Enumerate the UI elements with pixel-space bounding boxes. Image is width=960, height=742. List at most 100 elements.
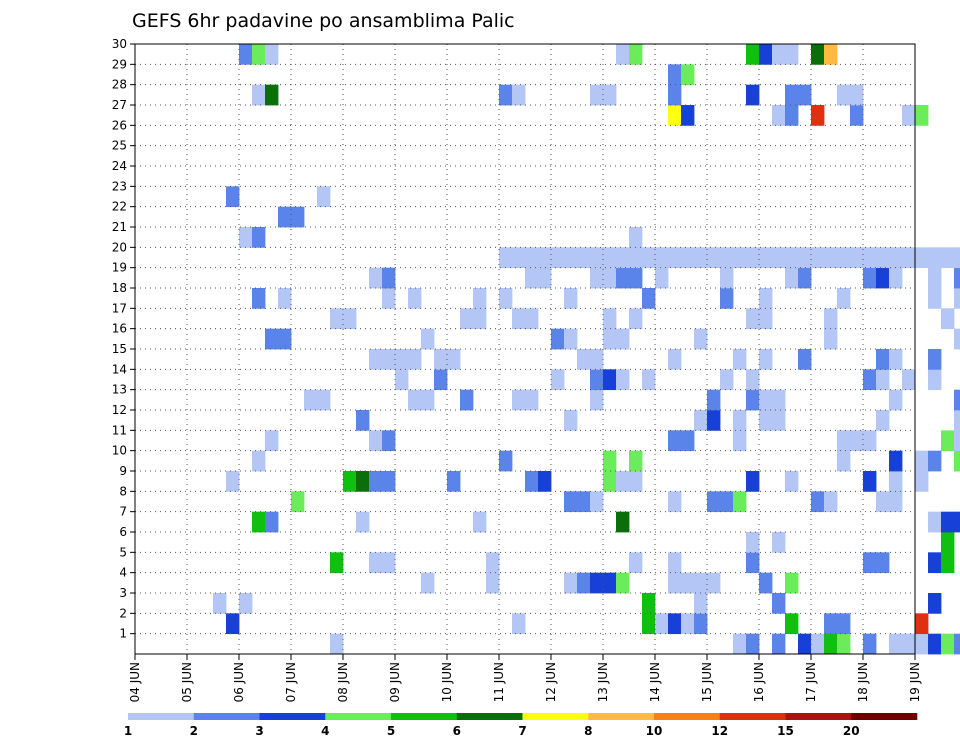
heatmap-cell	[681, 572, 695, 594]
heatmap-cell	[590, 84, 604, 106]
heatmap-cell	[499, 84, 513, 106]
y-tick-label: 8	[119, 484, 127, 498]
heatmap-cell	[811, 633, 825, 655]
heatmap-cell	[707, 491, 721, 513]
heatmap-cell	[915, 613, 929, 635]
x-tick-label: 19 JUN	[908, 662, 922, 702]
heatmap-cell	[772, 247, 786, 269]
heatmap-cell	[941, 511, 955, 533]
legend-swatch	[325, 713, 392, 720]
heatmap-cell	[876, 491, 890, 513]
heatmap-cell	[629, 247, 643, 269]
heatmap-cell	[694, 328, 708, 350]
heatmap-cell	[655, 613, 669, 635]
heatmap-cell	[226, 613, 240, 635]
heatmap-cell	[954, 450, 960, 472]
heatmap-cell	[330, 633, 344, 655]
legend-swatch	[259, 713, 326, 720]
x-tick-label: 06 JUN	[232, 662, 246, 702]
heatmap-cell	[668, 64, 682, 86]
heatmap-cell	[564, 410, 578, 431]
heatmap-cell	[889, 450, 903, 472]
heatmap-cell	[746, 471, 760, 492]
heatmap-cell	[538, 471, 552, 492]
heatmap-cell	[954, 247, 960, 269]
heatmap-cell	[512, 389, 526, 411]
heatmap-cell	[902, 369, 916, 391]
y-tick-label: 29	[112, 57, 127, 71]
heatmap-cell	[265, 430, 279, 452]
y-axis: 1234567891011121314151617181920212223242…	[112, 37, 135, 641]
heatmap-cell	[746, 369, 760, 391]
heatmap-cell	[278, 288, 292, 309]
heatmap-cell	[551, 369, 565, 391]
y-tick-label: 1	[119, 627, 127, 641]
heatmap-cell	[616, 44, 630, 65]
heatmap-cell	[720, 369, 734, 391]
heatmap-cell	[668, 105, 682, 126]
y-tick-label: 7	[119, 505, 127, 519]
heatmap-cell	[343, 308, 357, 330]
heatmap-cell	[720, 288, 734, 309]
heatmap-cell	[746, 308, 760, 330]
legend-swatch	[193, 713, 260, 720]
heatmap-cell	[941, 532, 955, 553]
heatmap-cell	[811, 44, 825, 65]
heatmap-cell	[837, 288, 851, 309]
heatmap-cell	[876, 247, 890, 269]
heatmap-cell	[837, 633, 851, 655]
heatmap-cell	[954, 389, 960, 411]
heatmap-cell	[629, 471, 643, 492]
y-tick-label: 16	[112, 322, 127, 336]
heatmap-cell	[681, 613, 695, 635]
heatmap-cell	[941, 430, 955, 452]
y-tick-label: 24	[112, 159, 127, 173]
y-tick-label: 19	[112, 261, 127, 275]
x-axis: 04 JUN 05 JUN 06 JUN 07 JUN 08 JUN 09 JUN 10 J…	[128, 654, 922, 702]
heatmap-cell	[759, 572, 773, 594]
heatmap-cell	[317, 389, 331, 411]
heatmap-cell	[876, 552, 890, 574]
heatmap-cell	[252, 227, 266, 248]
heatmap-cell	[681, 430, 695, 452]
heatmap-cell	[564, 328, 578, 350]
heatmap-cell	[798, 84, 812, 106]
heatmap-cell	[694, 410, 708, 431]
heatmap-cell	[512, 308, 526, 330]
heatmap-cell	[863, 430, 877, 452]
x-tick-label: 17 JUN	[804, 662, 818, 702]
heatmap-cell	[590, 491, 604, 513]
heatmap-cell	[733, 491, 747, 513]
heatmap-cell	[785, 267, 799, 289]
y-tick-label: 5	[119, 545, 127, 559]
heatmap-cell	[746, 44, 760, 65]
heatmap-cell	[707, 247, 721, 269]
heatmap-cell	[928, 349, 942, 370]
legend-label: 6	[453, 724, 461, 738]
heatmap-cell	[629, 552, 643, 574]
heatmap-cell	[265, 44, 279, 65]
heatmap-cell	[759, 410, 773, 431]
chart-title: GEFS 6hr padavine po ansamblima Palic	[132, 10, 515, 32]
heatmap-cell	[564, 491, 578, 513]
heatmap-cell	[616, 247, 630, 269]
legend-label: 12	[711, 724, 728, 738]
heatmap-cell	[928, 247, 942, 269]
heatmap-cell	[928, 633, 942, 655]
heatmap-cell	[382, 267, 396, 289]
heatmap-cell	[291, 206, 305, 228]
heatmap-cell	[252, 44, 266, 65]
heatmap-cell	[915, 633, 929, 655]
heatmap-cell	[590, 369, 604, 391]
heatmap-cell	[642, 247, 656, 269]
heatmap-cell	[629, 44, 643, 65]
heatmap-cell	[889, 389, 903, 411]
legend-swatch	[785, 713, 852, 720]
heatmap-cell	[382, 552, 396, 574]
heatmap-cell	[759, 288, 773, 309]
heatmap-cell	[824, 613, 838, 635]
x-tick-label: 09 JUN	[388, 662, 402, 702]
heatmap-cell	[356, 511, 370, 533]
heatmap-cell	[746, 389, 760, 411]
heatmap-cell	[941, 552, 955, 574]
